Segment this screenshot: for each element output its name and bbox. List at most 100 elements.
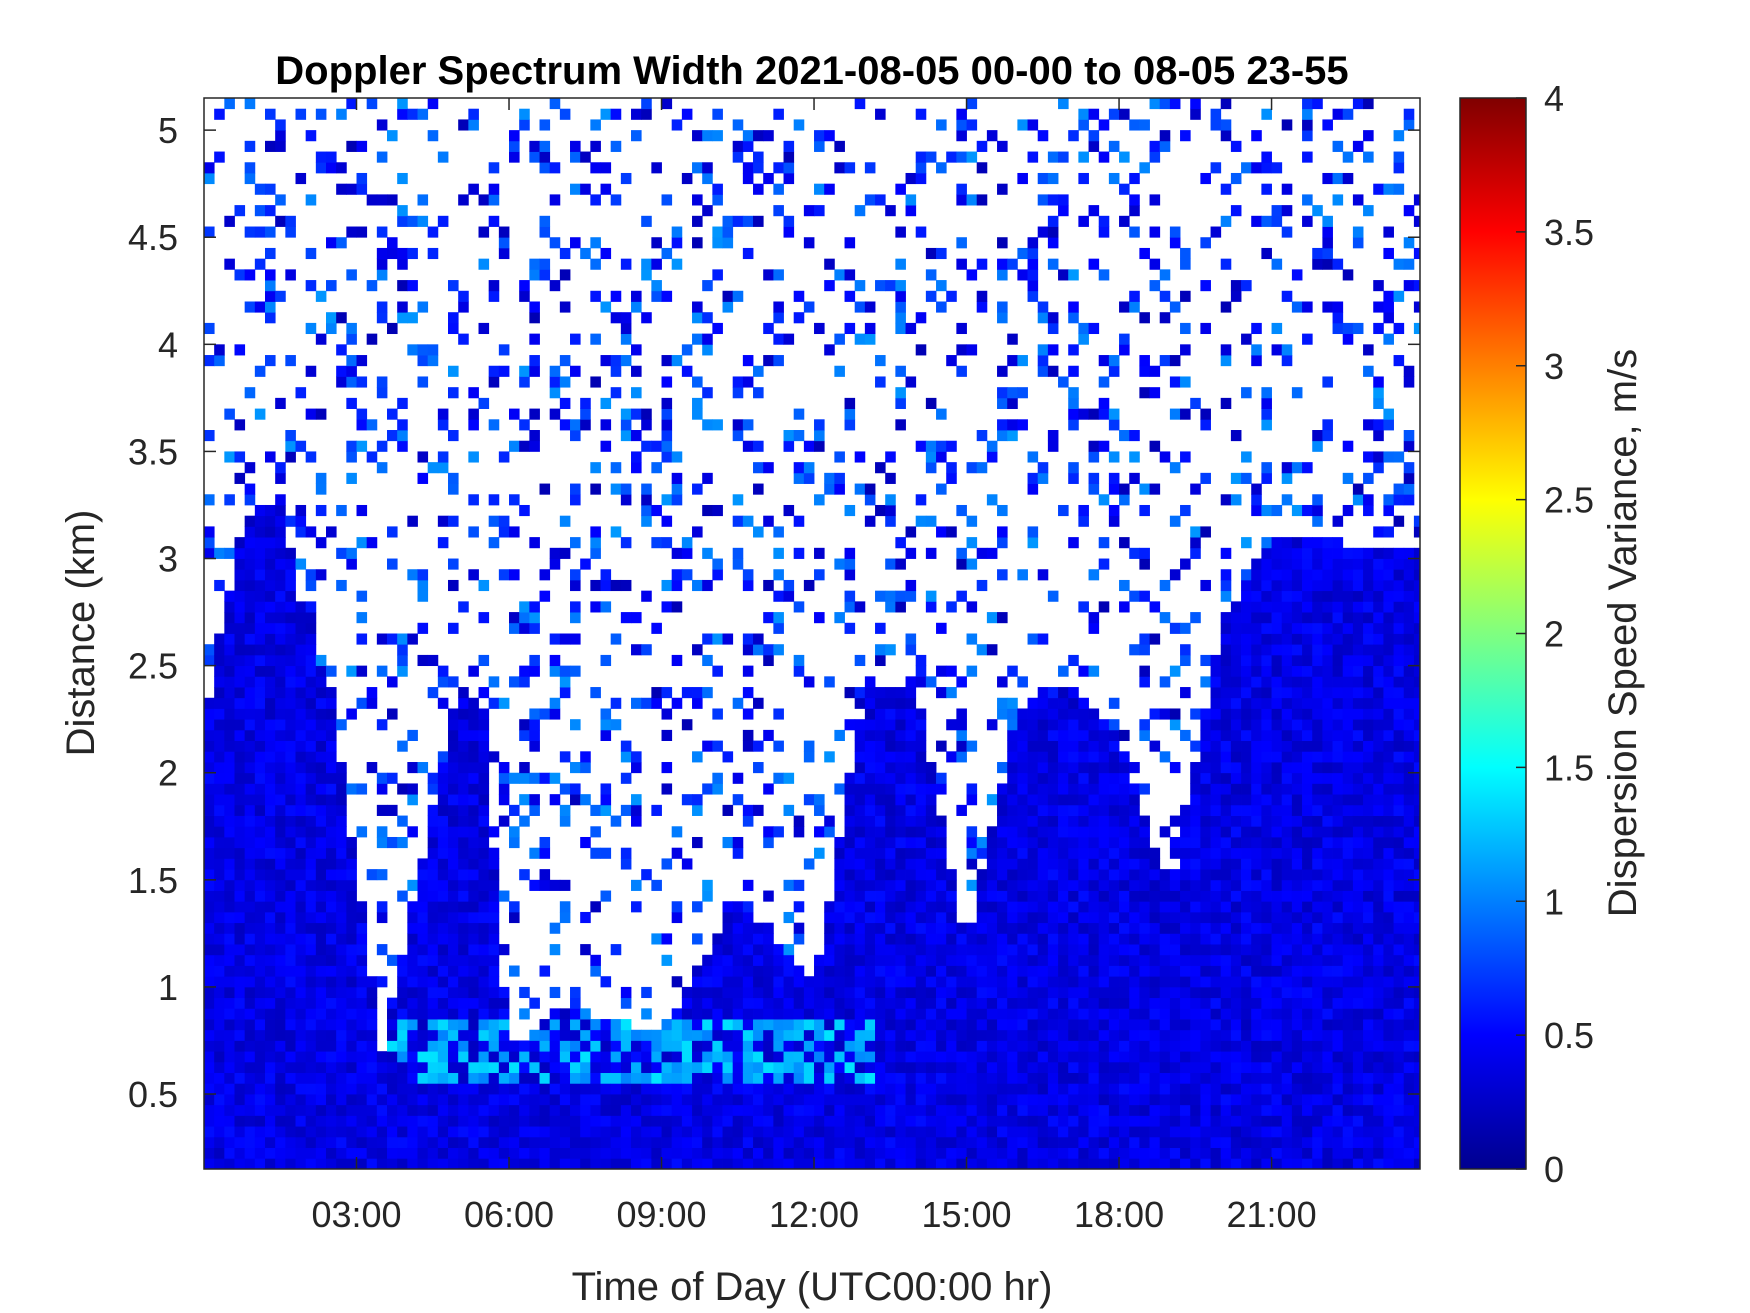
heatmap-cell	[336, 762, 347, 774]
heatmap-cell	[448, 772, 459, 784]
heatmap-cell	[1088, 858, 1100, 870]
heatmap-cell	[1200, 419, 1211, 431]
heatmap-cell	[803, 794, 815, 806]
heatmap-cell	[702, 965, 713, 977]
heatmap-cell	[895, 1115, 906, 1127]
heatmap-cell	[305, 247, 317, 260]
heatmap-cell	[620, 740, 632, 752]
heatmap-cell	[966, 783, 978, 795]
heatmap-cell	[1088, 815, 1100, 827]
heatmap-cell	[488, 933, 500, 945]
heatmap-cell	[600, 847, 612, 859]
heatmap-cell	[1108, 740, 1120, 752]
heatmap-cell	[478, 976, 490, 988]
heatmap-cell	[1007, 1147, 1018, 1159]
heatmap-cell	[895, 815, 906, 827]
heatmap-cell	[224, 901, 235, 913]
heatmap-cell	[742, 740, 754, 752]
heatmap-cell	[1159, 869, 1171, 881]
heatmap-cell	[773, 976, 784, 988]
heatmap-cell	[244, 762, 256, 774]
heatmap-cell	[326, 922, 337, 934]
heatmap-cell	[234, 665, 246, 677]
heatmap-cell	[620, 1019, 632, 1031]
heatmap-cell	[651, 462, 662, 474]
heatmap-cell	[824, 1008, 835, 1020]
heatmap-cell	[1007, 954, 1018, 966]
heatmap-cell	[427, 783, 439, 795]
heatmap-cell	[295, 1126, 307, 1138]
heatmap-cell	[1241, 1158, 1252, 1169]
heatmap-cell	[997, 879, 1008, 891]
heatmap-cell	[1068, 654, 1079, 667]
heatmap-cell	[722, 290, 734, 302]
heatmap-cell	[275, 751, 286, 763]
heatmap-cell	[946, 965, 957, 977]
heatmap-cell	[1180, 130, 1191, 142]
heatmap-cell	[1017, 676, 1028, 688]
heatmap-cell	[244, 719, 256, 731]
heatmap-cell	[702, 1126, 713, 1138]
heatmap-cell	[295, 1040, 307, 1052]
heatmap-cell	[1200, 1008, 1211, 1020]
heatmap-cell	[468, 1126, 479, 1138]
heatmap-cell	[1220, 119, 1232, 131]
heatmap-cell	[1169, 965, 1181, 977]
heatmap-cell	[1047, 322, 1059, 335]
heatmap-cell	[753, 1158, 764, 1169]
heatmap-cell	[224, 772, 235, 784]
heatmap-cell	[397, 1094, 408, 1106]
heatmap-cell	[1027, 762, 1039, 774]
heatmap-cell	[925, 397, 937, 409]
heatmap-cell	[214, 665, 225, 677]
heatmap-cell	[864, 1147, 876, 1159]
heatmap-cell	[590, 258, 601, 270]
heatmap-cell	[244, 772, 256, 784]
heatmap-cell	[346, 376, 357, 388]
heatmap-cell	[1241, 890, 1252, 902]
heatmap-cell	[600, 719, 612, 731]
heatmap-cell	[468, 1029, 479, 1041]
heatmap-cell	[1037, 472, 1049, 484]
heatmap-cell	[224, 451, 235, 463]
heatmap-cell	[346, 986, 357, 999]
heatmap-cell	[905, 1040, 917, 1052]
heatmap-cell	[397, 1158, 408, 1169]
heatmap-cell	[997, 836, 1008, 849]
heatmap-cell	[925, 762, 937, 774]
heatmap-cell	[488, 1147, 500, 1159]
heatmap-cell	[854, 815, 866, 827]
heatmap-cell	[1149, 901, 1161, 913]
heatmap-cell	[834, 869, 845, 881]
heatmap-cell	[1119, 1051, 1130, 1063]
heatmap-cell	[671, 483, 683, 495]
heatmap-cell	[244, 558, 256, 570]
heatmap-cell	[305, 654, 317, 667]
heatmap-cell	[814, 612, 825, 624]
heatmap-cell	[986, 836, 998, 849]
heatmap-cell	[834, 451, 845, 463]
heatmap-cell	[732, 922, 744, 934]
heatmap-cell	[376, 836, 388, 849]
heatmap-cell	[529, 333, 540, 345]
heatmap-cell	[275, 130, 286, 142]
heatmap-cell	[915, 1158, 927, 1169]
heatmap-cell	[580, 1083, 591, 1095]
heatmap-cell	[966, 98, 978, 110]
heatmap-cell	[641, 440, 652, 452]
heatmap-cell	[925, 890, 937, 902]
heatmap-cell	[712, 1094, 723, 1106]
heatmap-cell	[1149, 976, 1161, 988]
heatmap-cell	[366, 280, 378, 292]
heatmap-cell	[956, 986, 967, 999]
heatmap-cell	[793, 119, 805, 131]
heatmap-cell	[275, 515, 286, 527]
heatmap-cell	[234, 1158, 246, 1169]
heatmap-cell	[275, 879, 286, 891]
heatmap-cell	[742, 162, 754, 174]
heatmap-cell	[946, 1008, 957, 1020]
heatmap-cell	[905, 1008, 917, 1020]
heatmap-cell	[763, 1040, 774, 1052]
heatmap-cell	[580, 1094, 591, 1106]
heatmap-cell	[692, 804, 703, 816]
